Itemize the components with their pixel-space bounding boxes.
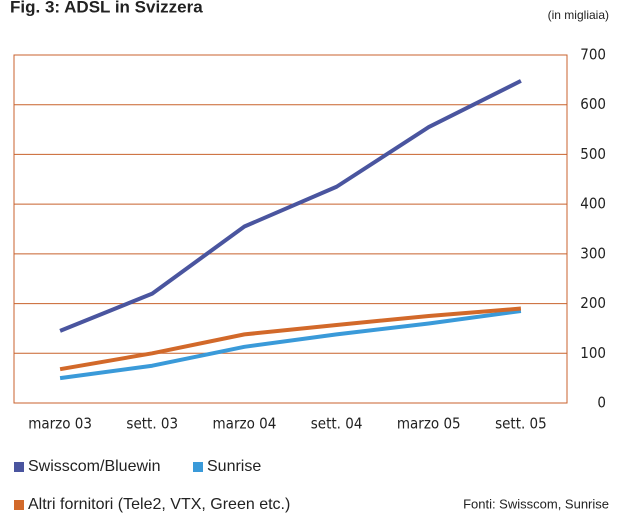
chart-subtitle: (in migliaia) (548, 8, 609, 22)
chart-title: Fig. 3: ADSL in Svizzera (10, 0, 203, 16)
x-tick-label: marzo 03 (28, 415, 92, 433)
y-tick-label: 0 (597, 394, 606, 412)
y-tick-label: 400 (580, 195, 606, 213)
legend-swatch (14, 462, 24, 472)
y-tick-label: 200 (580, 294, 606, 312)
y-tick-label: 700 (580, 46, 606, 64)
source-note: Fonti: Swisscom, Sunrise (463, 496, 609, 511)
x-tick-label: marzo 05 (397, 415, 461, 433)
x-tick-label: sett. 04 (311, 415, 363, 433)
x-tick-label: sett. 03 (126, 415, 178, 433)
series-line (59, 306, 522, 372)
legend-swatch (14, 500, 24, 510)
series-line (59, 79, 522, 333)
legend-swatch (193, 462, 203, 472)
y-tick-label: 500 (580, 145, 606, 163)
x-tick-label: sett. 05 (495, 415, 547, 433)
x-tick-label: marzo 04 (213, 415, 277, 433)
legend-label: Sunrise (207, 458, 261, 475)
plot-area (13, 54, 568, 404)
y-tick-label: 600 (580, 95, 606, 113)
legend-label: Altri fornitori (Tele2, VTX, Green etc.) (28, 496, 290, 513)
y-tick-label: 100 (580, 344, 606, 362)
legend-label: Swisscom/Bluewin (28, 458, 160, 475)
series-line (59, 309, 522, 381)
y-tick-label: 300 (580, 244, 606, 262)
